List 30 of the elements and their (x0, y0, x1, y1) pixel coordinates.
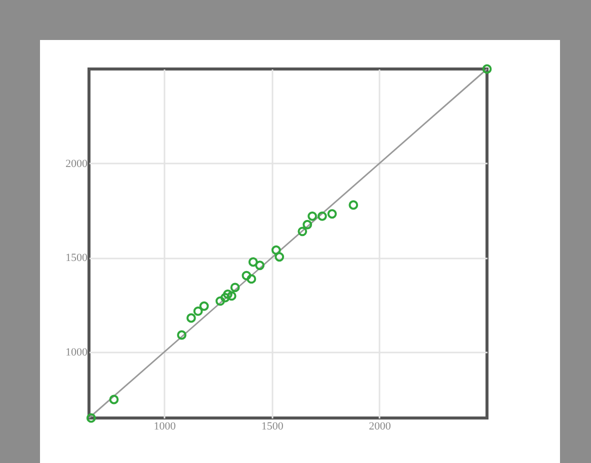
point (216, 296, 225, 306)
x-tick-label: 2000 (368, 420, 392, 432)
point (223, 290, 232, 299)
point (482, 64, 492, 74)
point (348, 200, 358, 210)
y-tick-label: 2000 (66, 158, 88, 170)
point (109, 394, 119, 404)
point (220, 292, 230, 302)
point (193, 306, 203, 316)
point (242, 270, 252, 280)
point (226, 291, 236, 301)
point (271, 245, 281, 255)
point (186, 313, 196, 323)
point (274, 252, 284, 262)
x-tick-label: 1000 (154, 420, 176, 432)
y-tick-label: 1000 (66, 346, 88, 358)
point (255, 260, 265, 270)
point (327, 209, 337, 219)
point (308, 211, 318, 221)
point (246, 274, 256, 284)
point (298, 226, 308, 236)
point (86, 413, 96, 423)
x-tick-label: 1500 (261, 420, 284, 432)
point (302, 220, 312, 230)
point (177, 330, 186, 340)
point (199, 301, 209, 311)
y-tick-label: 1500 (66, 252, 88, 264)
point (318, 211, 327, 221)
point (248, 257, 258, 267)
point (230, 282, 240, 292)
